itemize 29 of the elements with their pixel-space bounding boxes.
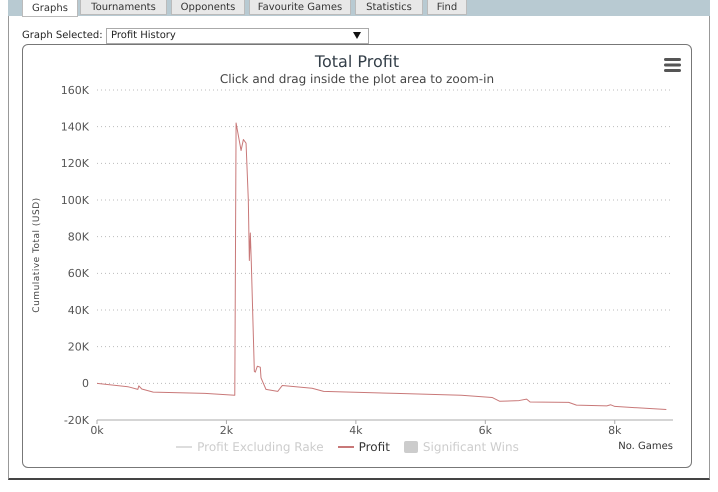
text: Graphs — [22, 0, 78, 17]
text: Profit History — [106, 28, 369, 44]
x-tick-label: 4k — [349, 424, 364, 437]
y-tick-label: -20K — [64, 414, 90, 427]
y-tick-label: 60K — [68, 267, 90, 280]
y-tick-label: 140K — [60, 120, 90, 134]
y-tick-label: 0 — [82, 377, 89, 390]
y-tick-label: 120K — [60, 157, 90, 170]
legend-label: Profit — [358, 440, 390, 454]
text: Opponents — [171, 0, 245, 15]
text: Favourite Games — [249, 0, 351, 15]
y-tick-label: 160K — [60, 84, 90, 97]
chart-subtitle: Click and drag inside the plot area to zoom-in — [220, 72, 494, 86]
x-axis-title: No. Games — [617, 441, 673, 452]
x-tick-label: 2k — [220, 424, 234, 437]
y-tick-label: 20K — [68, 340, 90, 354]
x-tick-label: 0k — [90, 424, 104, 437]
text: Tournaments — [80, 0, 167, 15]
text: Statistics — [355, 0, 423, 15]
text: Find — [427, 0, 467, 15]
text: Graph Selected: — [22, 30, 103, 41]
y-tick-label: 80K — [68, 230, 90, 244]
y-tick-label: 40K — [68, 304, 90, 317]
line-series — [97, 122, 667, 410]
x-tick-label: 8k — [608, 424, 622, 437]
y-axis-title: Cumulative Total (USD) — [32, 197, 42, 313]
y-tick-label: 100K — [60, 194, 90, 207]
chart-title: Total Profit — [314, 52, 400, 71]
x-tick-label: 6k — [478, 424, 493, 437]
